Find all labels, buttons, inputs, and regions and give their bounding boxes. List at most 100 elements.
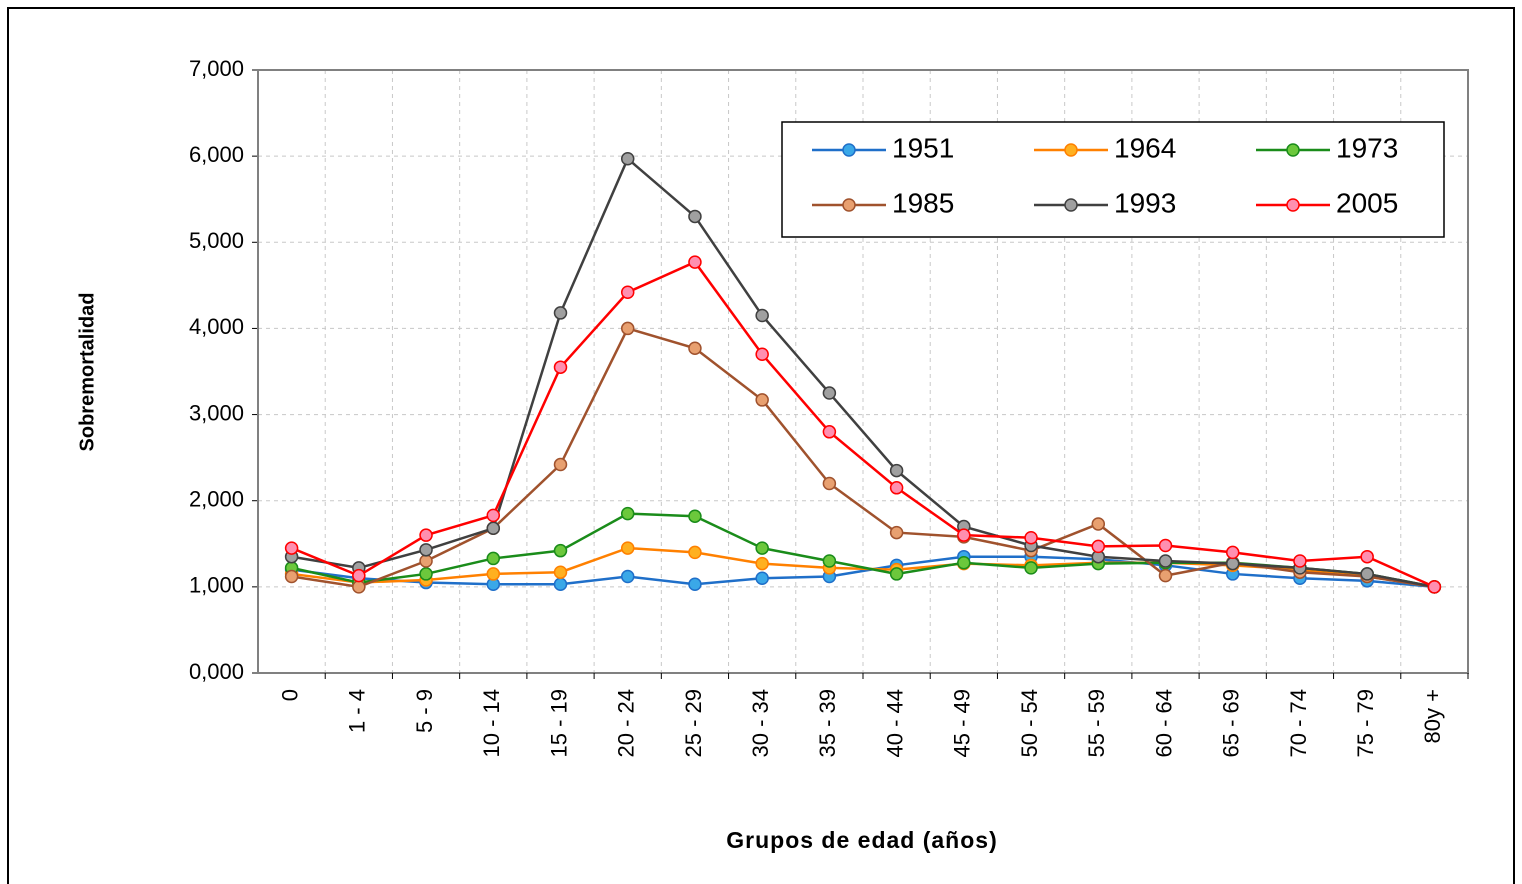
x-tick-label: 45 - 49 xyxy=(950,689,975,758)
x-tick-label: 40 - 44 xyxy=(882,689,907,758)
data-point xyxy=(1091,539,1106,554)
series-line xyxy=(291,555,1435,589)
data-point xyxy=(755,308,769,323)
data-point xyxy=(620,321,635,336)
x-tick-label: 65 - 69 xyxy=(1219,689,1244,758)
data-point xyxy=(1225,545,1240,560)
x-tick-label: 20 - 24 xyxy=(614,689,639,758)
data-point xyxy=(284,541,299,555)
series-line xyxy=(291,156,1435,589)
legend-marker xyxy=(1064,198,1078,212)
x-tick-label: 1 - 4 xyxy=(345,689,370,733)
data-point xyxy=(486,521,501,536)
data-point xyxy=(822,554,837,568)
x-tick-label: 15 - 19 xyxy=(546,689,571,758)
data-point xyxy=(352,580,366,594)
series-line xyxy=(291,260,1435,588)
y-tick-label: 5,000 xyxy=(189,228,244,253)
data-point xyxy=(755,556,769,571)
x-tick-label: 5 - 9 xyxy=(412,689,437,733)
x-tick-label: 30 - 34 xyxy=(748,689,773,758)
x-tick-label: 0 xyxy=(277,689,302,701)
data-point xyxy=(822,386,837,400)
data-point xyxy=(688,341,702,355)
data-point xyxy=(957,528,971,542)
data-point xyxy=(1158,554,1173,568)
x-tick-label: 55 - 59 xyxy=(1084,689,1109,758)
series-line xyxy=(291,546,1435,589)
x-tick-label: 60 - 64 xyxy=(1151,689,1176,758)
data-point xyxy=(755,571,769,585)
data-point xyxy=(1091,517,1106,531)
data-point xyxy=(419,543,433,557)
y-tick-label: 4,000 xyxy=(189,314,244,339)
data-point xyxy=(553,457,568,472)
legend-label: 1964 xyxy=(1114,132,1176,163)
data-point xyxy=(620,506,635,521)
x-tick-label: 10 - 14 xyxy=(479,689,504,758)
legend-label: 1985 xyxy=(892,187,954,218)
x-tick-label: 75 - 79 xyxy=(1353,689,1378,758)
data-point xyxy=(620,541,635,555)
data-point xyxy=(889,525,904,540)
data-point xyxy=(553,565,568,579)
data-point xyxy=(486,567,501,581)
data-point xyxy=(889,463,904,478)
data-point xyxy=(957,555,971,570)
legend-marker xyxy=(1286,143,1300,157)
data-point xyxy=(688,255,702,269)
data-point xyxy=(688,545,702,560)
x-tick-label: 25 - 29 xyxy=(681,689,706,758)
data-point xyxy=(755,347,769,362)
legend-marker xyxy=(1286,198,1300,212)
data-point xyxy=(620,569,635,584)
legend-label: 1993 xyxy=(1114,187,1176,218)
data-point xyxy=(620,151,635,166)
data-point xyxy=(553,306,568,320)
data-point xyxy=(1158,538,1173,553)
data-point xyxy=(889,481,904,495)
x-tick-label: 50 - 54 xyxy=(1017,689,1042,758)
data-point xyxy=(284,569,299,584)
frame xyxy=(7,7,1515,884)
data-point xyxy=(822,476,837,491)
legend-marker xyxy=(842,198,856,212)
y-tick-label: 6,000 xyxy=(189,142,244,167)
data-point xyxy=(1360,567,1374,581)
data-point xyxy=(688,209,702,224)
legend-label: 2005 xyxy=(1336,187,1398,218)
data-point xyxy=(1427,580,1442,594)
data-point xyxy=(553,543,568,558)
x-axis-label: Grupos de edad (años) xyxy=(726,827,997,853)
y-tick-label: 2,000 xyxy=(189,487,244,512)
data-point xyxy=(1158,568,1173,583)
data-point xyxy=(889,567,904,581)
data-point xyxy=(688,509,702,523)
y-tick-label: 1,000 xyxy=(189,573,244,598)
legend-label: 1951 xyxy=(892,132,954,163)
data-point xyxy=(553,577,568,592)
y-tick-label: 7,000 xyxy=(189,56,244,81)
data-point xyxy=(1225,556,1240,571)
data-point xyxy=(755,541,769,555)
data-point xyxy=(688,577,702,592)
y-axis-label: Sobremortalidad xyxy=(76,293,98,452)
data-point xyxy=(486,551,501,566)
x-tick-label: 80y + xyxy=(1420,689,1445,743)
legend-label: 1973 xyxy=(1336,132,1398,163)
data-point xyxy=(419,567,433,581)
data-point xyxy=(419,554,433,568)
data-point xyxy=(1293,554,1307,568)
data-point xyxy=(419,528,433,542)
data-point xyxy=(755,393,769,407)
legend-marker xyxy=(842,143,856,157)
y-tick-label: 3,000 xyxy=(189,400,244,425)
y-tick-label: 0,000 xyxy=(189,659,244,684)
data-point xyxy=(1360,549,1374,564)
data-point xyxy=(553,360,568,374)
legend-marker xyxy=(1064,143,1078,157)
data-point xyxy=(486,508,501,523)
data-point xyxy=(352,568,366,583)
data-point xyxy=(1024,531,1038,545)
